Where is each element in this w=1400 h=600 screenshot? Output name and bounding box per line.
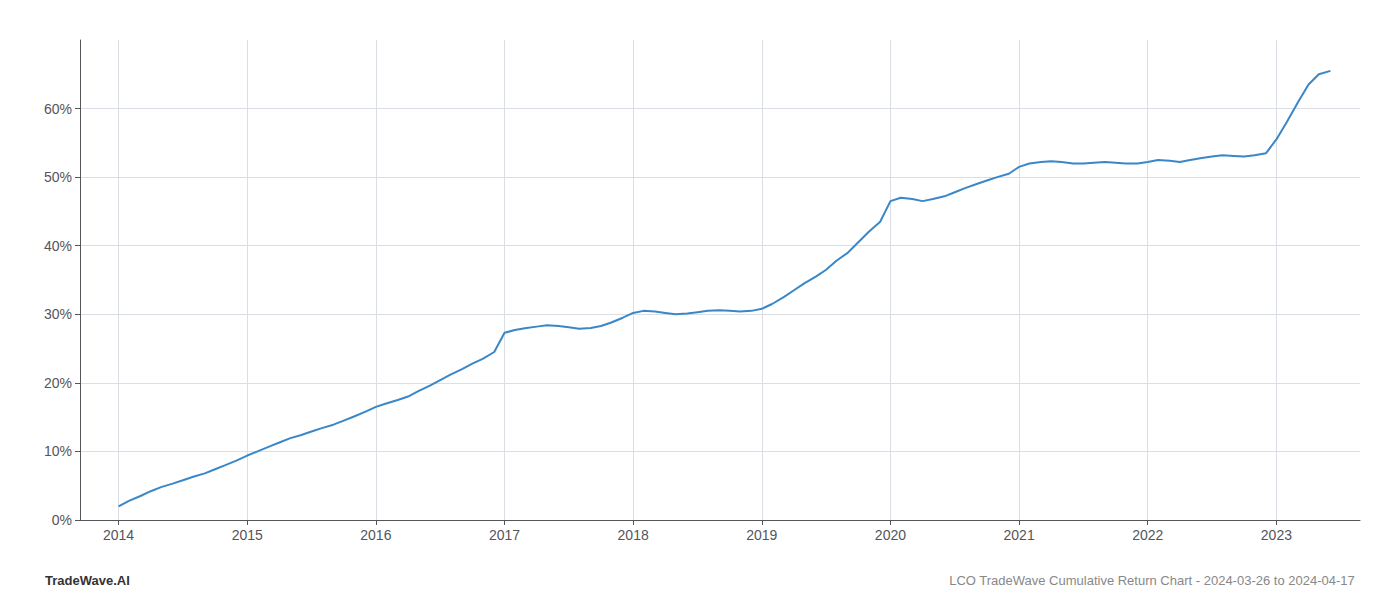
svg-text:50%: 50% [44,169,72,185]
svg-text:40%: 40% [44,238,72,254]
svg-text:30%: 30% [44,306,72,322]
svg-text:2019: 2019 [746,527,777,543]
svg-text:2023: 2023 [1261,527,1292,543]
svg-text:10%: 10% [44,443,72,459]
svg-text:2014: 2014 [103,527,134,543]
svg-text:2020: 2020 [875,527,906,543]
svg-text:TradeWave.AI: TradeWave.AI [45,573,130,588]
svg-text:2021: 2021 [1004,527,1035,543]
svg-text:2022: 2022 [1132,527,1163,543]
svg-text:2018: 2018 [618,527,649,543]
svg-text:0%: 0% [52,512,72,528]
svg-text:20%: 20% [44,375,72,391]
svg-text:2015: 2015 [232,527,263,543]
svg-text:2017: 2017 [489,527,520,543]
svg-text:2016: 2016 [360,527,391,543]
svg-text:60%: 60% [44,101,72,117]
svg-text:LCO TradeWave Cumulative Retur: LCO TradeWave Cumulative Return Chart - … [949,573,1355,588]
